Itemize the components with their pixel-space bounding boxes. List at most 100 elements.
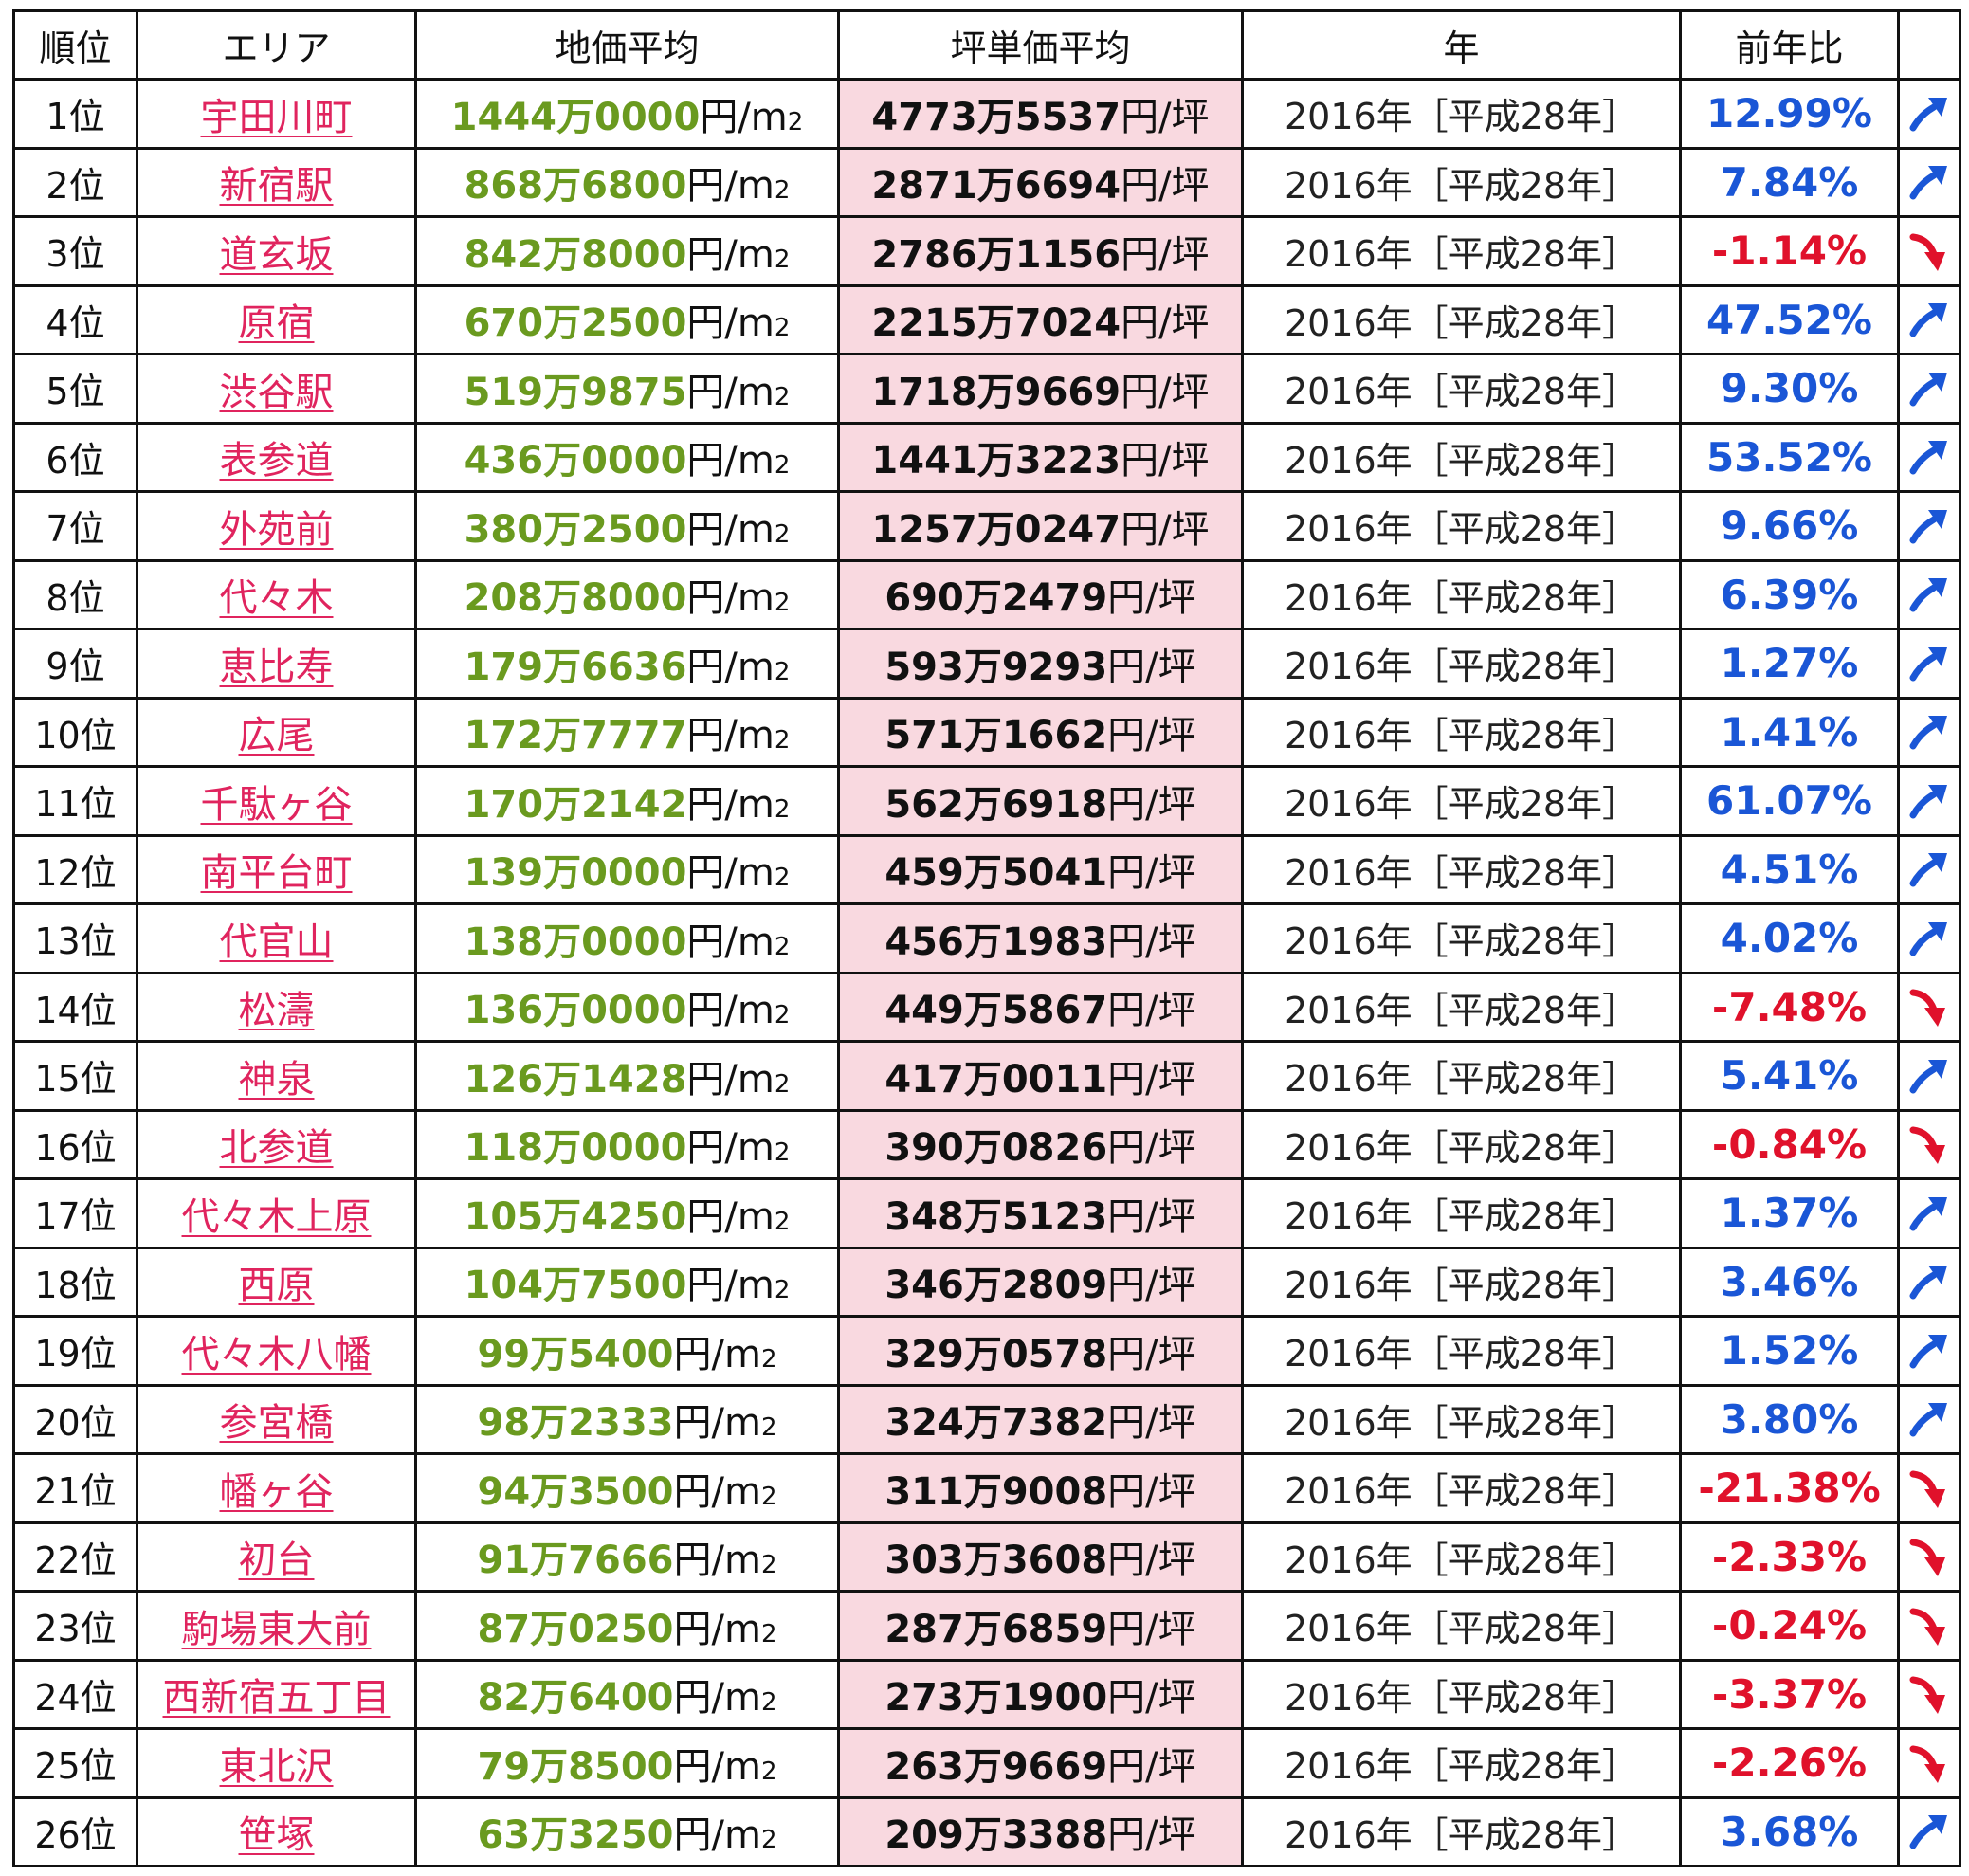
- tsubo-price-cell: 456万1983円/坪: [837, 902, 1244, 974]
- trend-up-arrow-icon: [1897, 833, 1961, 905]
- area-link[interactable]: 笹塚: [238, 1813, 315, 1858]
- tsubo-price-value: 456万1983: [884, 920, 1108, 964]
- tsubo-price-value: 2215万7024: [871, 301, 1121, 346]
- area-link[interactable]: 広尾: [238, 714, 315, 758]
- year-cell: 2016年［平成28年］: [1241, 353, 1682, 425]
- rank-cell: 17位: [12, 1177, 138, 1249]
- rank-cell: 11位: [12, 765, 138, 837]
- area-link[interactable]: 原宿: [238, 301, 315, 346]
- area-link[interactable]: 代々木八幡: [181, 1332, 372, 1376]
- land-price-unit: 円/m: [686, 1126, 775, 1171]
- rank-cell: 14位: [12, 971, 138, 1043]
- area-link[interactable]: 代官山: [219, 920, 334, 964]
- area-link[interactable]: 千駄ヶ谷: [200, 782, 353, 827]
- table-row: 14位 松濤 136万0000円/m2 449万5867円/坪 2016年［平成28年］…: [12, 971, 1961, 1043]
- land-price-value: 99万5400: [477, 1332, 674, 1376]
- land-price-cell: 87万0250円/m2: [414, 1590, 840, 1662]
- land-price-unit: 円/m: [686, 920, 775, 964]
- area-link[interactable]: 幡ヶ谷: [219, 1469, 334, 1514]
- tsubo-price-cell: 562万6918円/坪: [837, 765, 1244, 837]
- table-row: 5位 渋谷駅 519万9875円/m2 1718万9669円/坪 2016年［平成28年…: [12, 353, 1961, 425]
- area-link[interactable]: 初台: [238, 1539, 315, 1583]
- area-link[interactable]: 宇田川町: [200, 95, 353, 139]
- land-price-value: 519万9875: [464, 370, 687, 414]
- land-price-cell: 82万6400円/m2: [414, 1658, 840, 1730]
- rank-cell: 2位: [12, 146, 138, 218]
- tsubo-price-value: 593万9293: [884, 645, 1108, 689]
- area-link[interactable]: 代々木: [219, 576, 334, 621]
- land-price-cell: 519万9875円/m2: [414, 353, 840, 425]
- tsubo-price-unit: 円/坪: [1121, 507, 1210, 552]
- change-cell: 4.51%: [1679, 833, 1900, 905]
- rank-cell: 8位: [12, 558, 138, 630]
- year-cell: 2016年［平成28年］: [1241, 1452, 1682, 1524]
- change-cell: 9.66%: [1679, 490, 1900, 562]
- area-link[interactable]: 代々木上原: [181, 1194, 372, 1239]
- land-price-unit: 円/m: [686, 989, 775, 1033]
- area-cell: 初台: [136, 1521, 417, 1593]
- change-cell: 9.30%: [1679, 353, 1900, 425]
- land-price-value: 136万0000: [464, 989, 687, 1033]
- trend-down-arrow-icon: [1897, 1658, 1961, 1730]
- land-price-unit-exponent: 2: [787, 107, 804, 137]
- land-price-unit-exponent: 2: [774, 1001, 791, 1030]
- area-link[interactable]: 新宿駅: [219, 164, 334, 209]
- area-link[interactable]: 外苑前: [219, 507, 334, 552]
- change-cell: -0.84%: [1679, 1108, 1900, 1180]
- area-link[interactable]: 駒場東大前: [181, 1607, 372, 1651]
- area-link[interactable]: 表参道: [219, 439, 334, 483]
- table-row: 26位 笹塚 63万3250円/m2 209万3388円/坪 2016年［平成28年］ 3…: [12, 1795, 1961, 1867]
- land-price-value: 436万0000: [464, 439, 687, 483]
- area-cell: 東北沢: [136, 1727, 417, 1799]
- rank-cell: 19位: [12, 1315, 138, 1387]
- tsubo-price-value: 449万5867: [884, 989, 1108, 1033]
- tsubo-price-unit: 円/坪: [1107, 1469, 1196, 1514]
- tsubo-price-cell: 1718万9669円/坪: [837, 353, 1244, 425]
- area-link[interactable]: 東北沢: [219, 1744, 334, 1789]
- land-price-value: 91万7666: [477, 1539, 674, 1583]
- area-link[interactable]: 渋谷駅: [219, 370, 334, 414]
- tsubo-price-cell: 311万9008円/坪: [837, 1452, 1244, 1524]
- rank-cell: 13位: [12, 902, 138, 974]
- table-row: 1位 宇田川町 1444万0000円/m2 4773万5537円/坪 2016年［平成2…: [12, 78, 1961, 150]
- table-row: 23位 駒場東大前 87万0250円/m2 287万6859円/坪 2016年［平成28…: [12, 1590, 1961, 1662]
- land-price-unit-exponent: 2: [774, 1069, 791, 1099]
- trend-up-arrow-icon: [1897, 421, 1961, 493]
- area-cell: 代官山: [136, 902, 417, 974]
- area-link[interactable]: 松濤: [238, 989, 315, 1033]
- land-price-cell: 94万3500円/m2: [414, 1452, 840, 1524]
- area-link[interactable]: 北参道: [219, 1126, 334, 1171]
- land-price-unit-exponent: 2: [774, 382, 791, 411]
- land-price-unit: 円/m: [700, 95, 788, 139]
- area-cell: 神泉: [136, 1040, 417, 1112]
- area-link[interactable]: 西新宿五丁目: [162, 1676, 391, 1721]
- land-price-unit-exponent: 2: [774, 1138, 791, 1168]
- land-price-unit-exponent: 2: [760, 1757, 777, 1786]
- rank-cell: 21位: [12, 1452, 138, 1524]
- land-price-unit: 円/m: [686, 782, 775, 827]
- table-row: 11位 千駄ヶ谷 170万2142円/m2 562万6918円/坪 2016年［平成28…: [12, 765, 1961, 837]
- land-price-value: 104万7500: [464, 1264, 687, 1308]
- land-price-unit-exponent: 2: [760, 1551, 777, 1580]
- area-link[interactable]: 南平台町: [200, 851, 353, 896]
- trend-up-arrow-icon: [1897, 490, 1961, 562]
- tsubo-price-unit: 円/坪: [1107, 1057, 1196, 1102]
- land-price-value: 170万2142: [464, 782, 687, 827]
- area-link[interactable]: 恵比寿: [219, 645, 334, 689]
- tsubo-price-unit: 円/坪: [1121, 439, 1210, 483]
- land-price-value: 126万1428: [464, 1057, 687, 1102]
- land-price-unit-exponent: 2: [774, 589, 791, 618]
- area-link[interactable]: 西原: [238, 1264, 315, 1308]
- table-row: 6位 表参道 436万0000円/m2 1441万3223円/坪 2016年［平成28年…: [12, 421, 1961, 493]
- land-price-cell: 436万0000円/m2: [414, 421, 840, 493]
- land-price-unit: 円/m: [673, 1469, 761, 1514]
- area-link[interactable]: 道玄坂: [219, 232, 334, 277]
- land-price-unit: 円/m: [686, 1264, 775, 1308]
- tsubo-price-unit: 円/坪: [1107, 1676, 1196, 1721]
- rank-cell: 22位: [12, 1521, 138, 1593]
- table-body: 1位 宇田川町 1444万0000円/m2 4773万5537円/坪 2016年［平成2…: [12, 78, 1961, 1867]
- trend-down-arrow-icon: [1897, 1727, 1961, 1799]
- area-link[interactable]: 参宮橋: [219, 1401, 334, 1446]
- area-cell: 原宿: [136, 283, 417, 355]
- area-link[interactable]: 神泉: [238, 1057, 315, 1102]
